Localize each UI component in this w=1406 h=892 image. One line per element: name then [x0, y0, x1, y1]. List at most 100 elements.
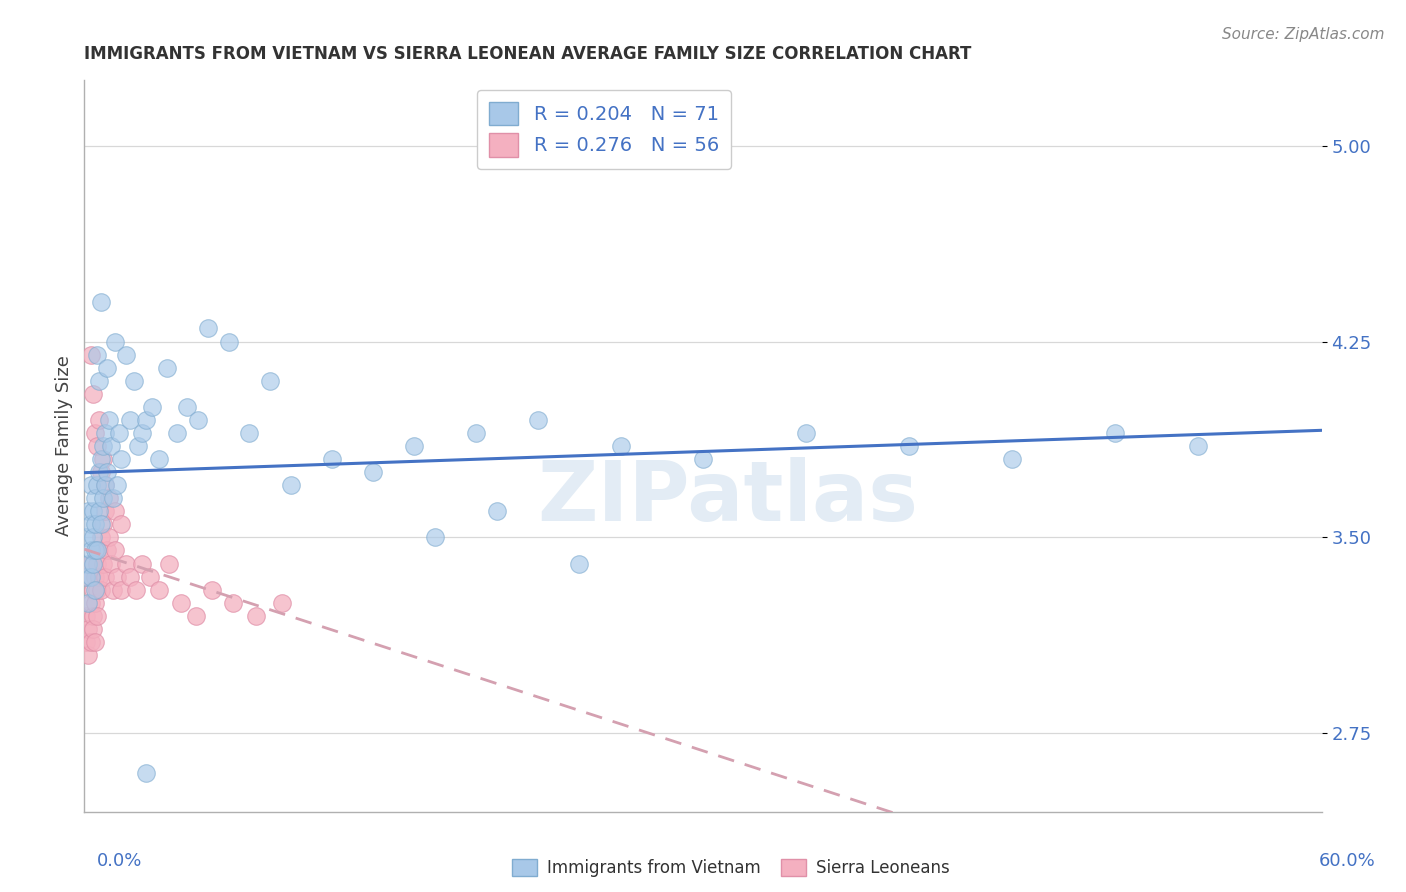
Point	[692, 452, 714, 467]
Point	[87, 374, 110, 388]
Point	[82, 504, 104, 518]
Point	[75, 569, 97, 583]
Point	[131, 557, 153, 571]
Point	[104, 504, 127, 518]
Point	[91, 557, 114, 571]
Point	[87, 569, 110, 583]
Point	[176, 400, 198, 414]
Point	[131, 425, 153, 440]
Point	[91, 439, 114, 453]
Point	[94, 478, 117, 492]
Point	[77, 596, 100, 610]
Point	[79, 543, 101, 558]
Point	[94, 478, 117, 492]
Point	[114, 348, 136, 362]
Point	[125, 582, 148, 597]
Point	[94, 425, 117, 440]
Point	[79, 517, 101, 532]
Point	[139, 569, 162, 583]
Point	[82, 386, 104, 401]
Point	[98, 413, 121, 427]
Point	[1001, 452, 1024, 467]
Point	[135, 413, 157, 427]
Point	[83, 582, 105, 597]
Point	[201, 582, 224, 597]
Point	[83, 596, 105, 610]
Point	[485, 504, 508, 518]
Point	[114, 557, 136, 571]
Point	[83, 635, 105, 649]
Point	[91, 491, 114, 506]
Point	[77, 648, 100, 662]
Point	[110, 582, 132, 597]
Point	[90, 295, 112, 310]
Point	[86, 439, 108, 453]
Point	[90, 465, 112, 479]
Point	[87, 543, 110, 558]
Point	[90, 517, 112, 532]
Point	[423, 530, 446, 544]
Point	[100, 557, 122, 571]
Point	[79, 596, 101, 610]
Point	[104, 334, 127, 349]
Point	[86, 478, 108, 492]
Point	[898, 439, 921, 453]
Point	[218, 334, 240, 349]
Point	[245, 608, 267, 623]
Point	[108, 425, 131, 440]
Point	[156, 360, 179, 375]
Point	[271, 596, 294, 610]
Point	[103, 582, 125, 597]
Y-axis label: Average Family Size: Average Family Size	[55, 356, 73, 536]
Point	[82, 608, 104, 623]
Point	[94, 504, 117, 518]
Point	[110, 517, 132, 532]
Point	[103, 491, 125, 506]
Point	[75, 608, 97, 623]
Text: Source: ZipAtlas.com: Source: ZipAtlas.com	[1222, 27, 1385, 42]
Point	[96, 465, 118, 479]
Point	[568, 557, 591, 571]
Point	[157, 557, 180, 571]
Point	[82, 582, 104, 597]
Point	[90, 582, 112, 597]
Point	[170, 596, 193, 610]
Point	[527, 413, 550, 427]
Text: ZIPatlas: ZIPatlas	[537, 457, 918, 538]
Point	[77, 557, 100, 571]
Point	[100, 439, 122, 453]
Point	[96, 360, 118, 375]
Point	[77, 569, 100, 583]
Point	[465, 425, 488, 440]
Point	[794, 425, 817, 440]
Point	[166, 425, 188, 440]
Point	[118, 569, 141, 583]
Point	[127, 439, 149, 453]
Point	[118, 413, 141, 427]
Point	[82, 622, 104, 636]
Text: IMMIGRANTS FROM VIETNAM VS SIERRA LEONEAN AVERAGE FAMILY SIZE CORRELATION CHART: IMMIGRANTS FROM VIETNAM VS SIERRA LEONEA…	[84, 45, 972, 63]
Legend: Immigrants from Vietnam, Sierra Leoneans: Immigrants from Vietnam, Sierra Leoneans	[506, 852, 956, 884]
Point	[83, 425, 105, 440]
Point	[122, 374, 145, 388]
Point	[222, 596, 245, 610]
Point	[91, 452, 114, 467]
Point	[184, 608, 207, 623]
Point	[141, 400, 163, 414]
Point	[148, 452, 170, 467]
Point	[87, 413, 110, 427]
Point	[361, 465, 384, 479]
Point	[86, 557, 108, 571]
Point	[98, 530, 121, 544]
Point	[86, 543, 108, 558]
Point	[77, 622, 100, 636]
Point	[110, 452, 132, 467]
Legend: R = 0.204   N = 71, R = 0.276   N = 56: R = 0.204 N = 71, R = 0.276 N = 56	[478, 90, 731, 169]
Point	[79, 348, 101, 362]
Point	[280, 478, 302, 492]
Point	[77, 504, 100, 518]
Text: 0.0%: 0.0%	[97, 852, 142, 870]
Point	[87, 465, 110, 479]
Point	[135, 765, 157, 780]
Text: 60.0%: 60.0%	[1319, 852, 1375, 870]
